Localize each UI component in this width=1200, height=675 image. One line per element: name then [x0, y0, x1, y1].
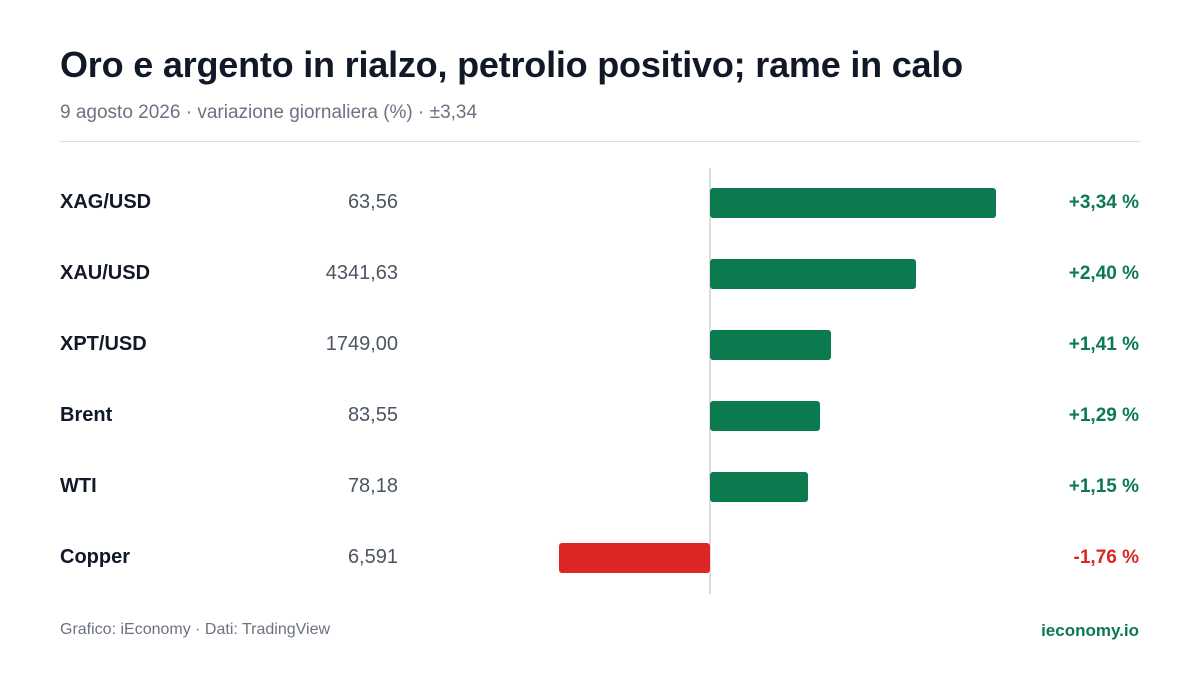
- bar-positive: [710, 330, 831, 360]
- footer-brand[interactable]: ieconomy.io: [1041, 621, 1139, 640]
- category-label: WTI: [60, 475, 97, 497]
- bar-positive: [710, 259, 916, 289]
- price-value: 6,591: [347, 546, 398, 568]
- price-value: 78,18: [347, 475, 398, 497]
- change-label: +1,29 %: [1068, 405, 1139, 426]
- category-label: XAU/USD: [60, 262, 151, 284]
- category-label: Copper: [60, 546, 130, 568]
- page-title: Oro e argento in rialzo, petrolio positi…: [60, 44, 963, 85]
- category-label: XAG/USD: [60, 191, 152, 213]
- price-value: 63,56: [347, 191, 398, 213]
- page-subtitle: 9 agosto 2026 · variazione giornaliera (…: [60, 102, 478, 123]
- category-label: XPT/USD: [60, 333, 147, 355]
- bar-positive: [710, 472, 809, 502]
- price-value: 4341,63: [325, 262, 398, 284]
- change-label: -1,76 %: [1073, 547, 1139, 568]
- change-label: +1,15 %: [1068, 476, 1139, 497]
- price-value: 83,55: [347, 404, 398, 426]
- bar-negative: [559, 543, 710, 573]
- price-value: 1749,00: [325, 333, 398, 355]
- footer-source: Grafico: iEconomy · Dati: TradingView: [60, 621, 331, 638]
- change-label: +2,40 %: [1068, 263, 1139, 284]
- bar-positive: [710, 401, 821, 431]
- change-label: +1,41 %: [1068, 334, 1139, 355]
- zero-line: [709, 168, 711, 594]
- bar-positive: [710, 188, 996, 218]
- category-label: Brent: [60, 404, 113, 426]
- change-label: +3,34 %: [1068, 192, 1139, 213]
- header-divider: [60, 141, 1140, 142]
